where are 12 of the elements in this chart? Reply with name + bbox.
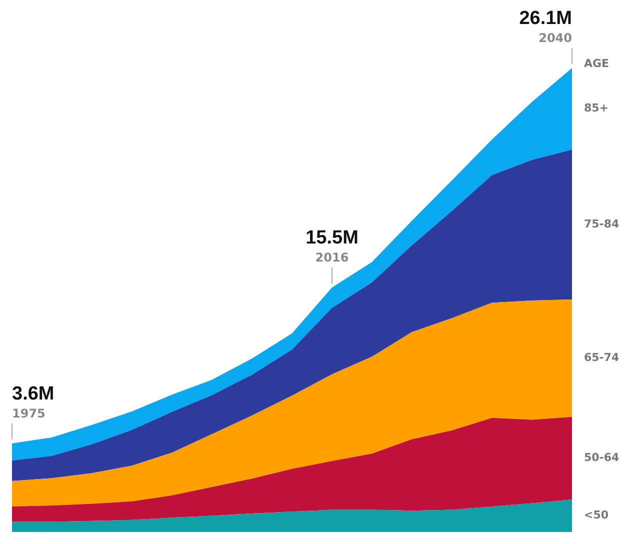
- legend-title: AGE: [584, 56, 610, 70]
- series-label: 50-64: [584, 451, 620, 464]
- x-tick-label: 2016: [315, 250, 349, 264]
- series-label: <50: [584, 508, 609, 522]
- x-tick-label: 1975: [12, 406, 46, 420]
- series-label: 75-84: [584, 217, 620, 230]
- annotation: 15.5M: [306, 227, 358, 248]
- text: 26.1M: [519, 8, 572, 29]
- x-tick-label: 2040: [538, 31, 572, 45]
- series-label: 65-74: [584, 351, 620, 364]
- annotation: 3.6M: [12, 383, 54, 404]
- series-label: 85+: [584, 102, 609, 115]
